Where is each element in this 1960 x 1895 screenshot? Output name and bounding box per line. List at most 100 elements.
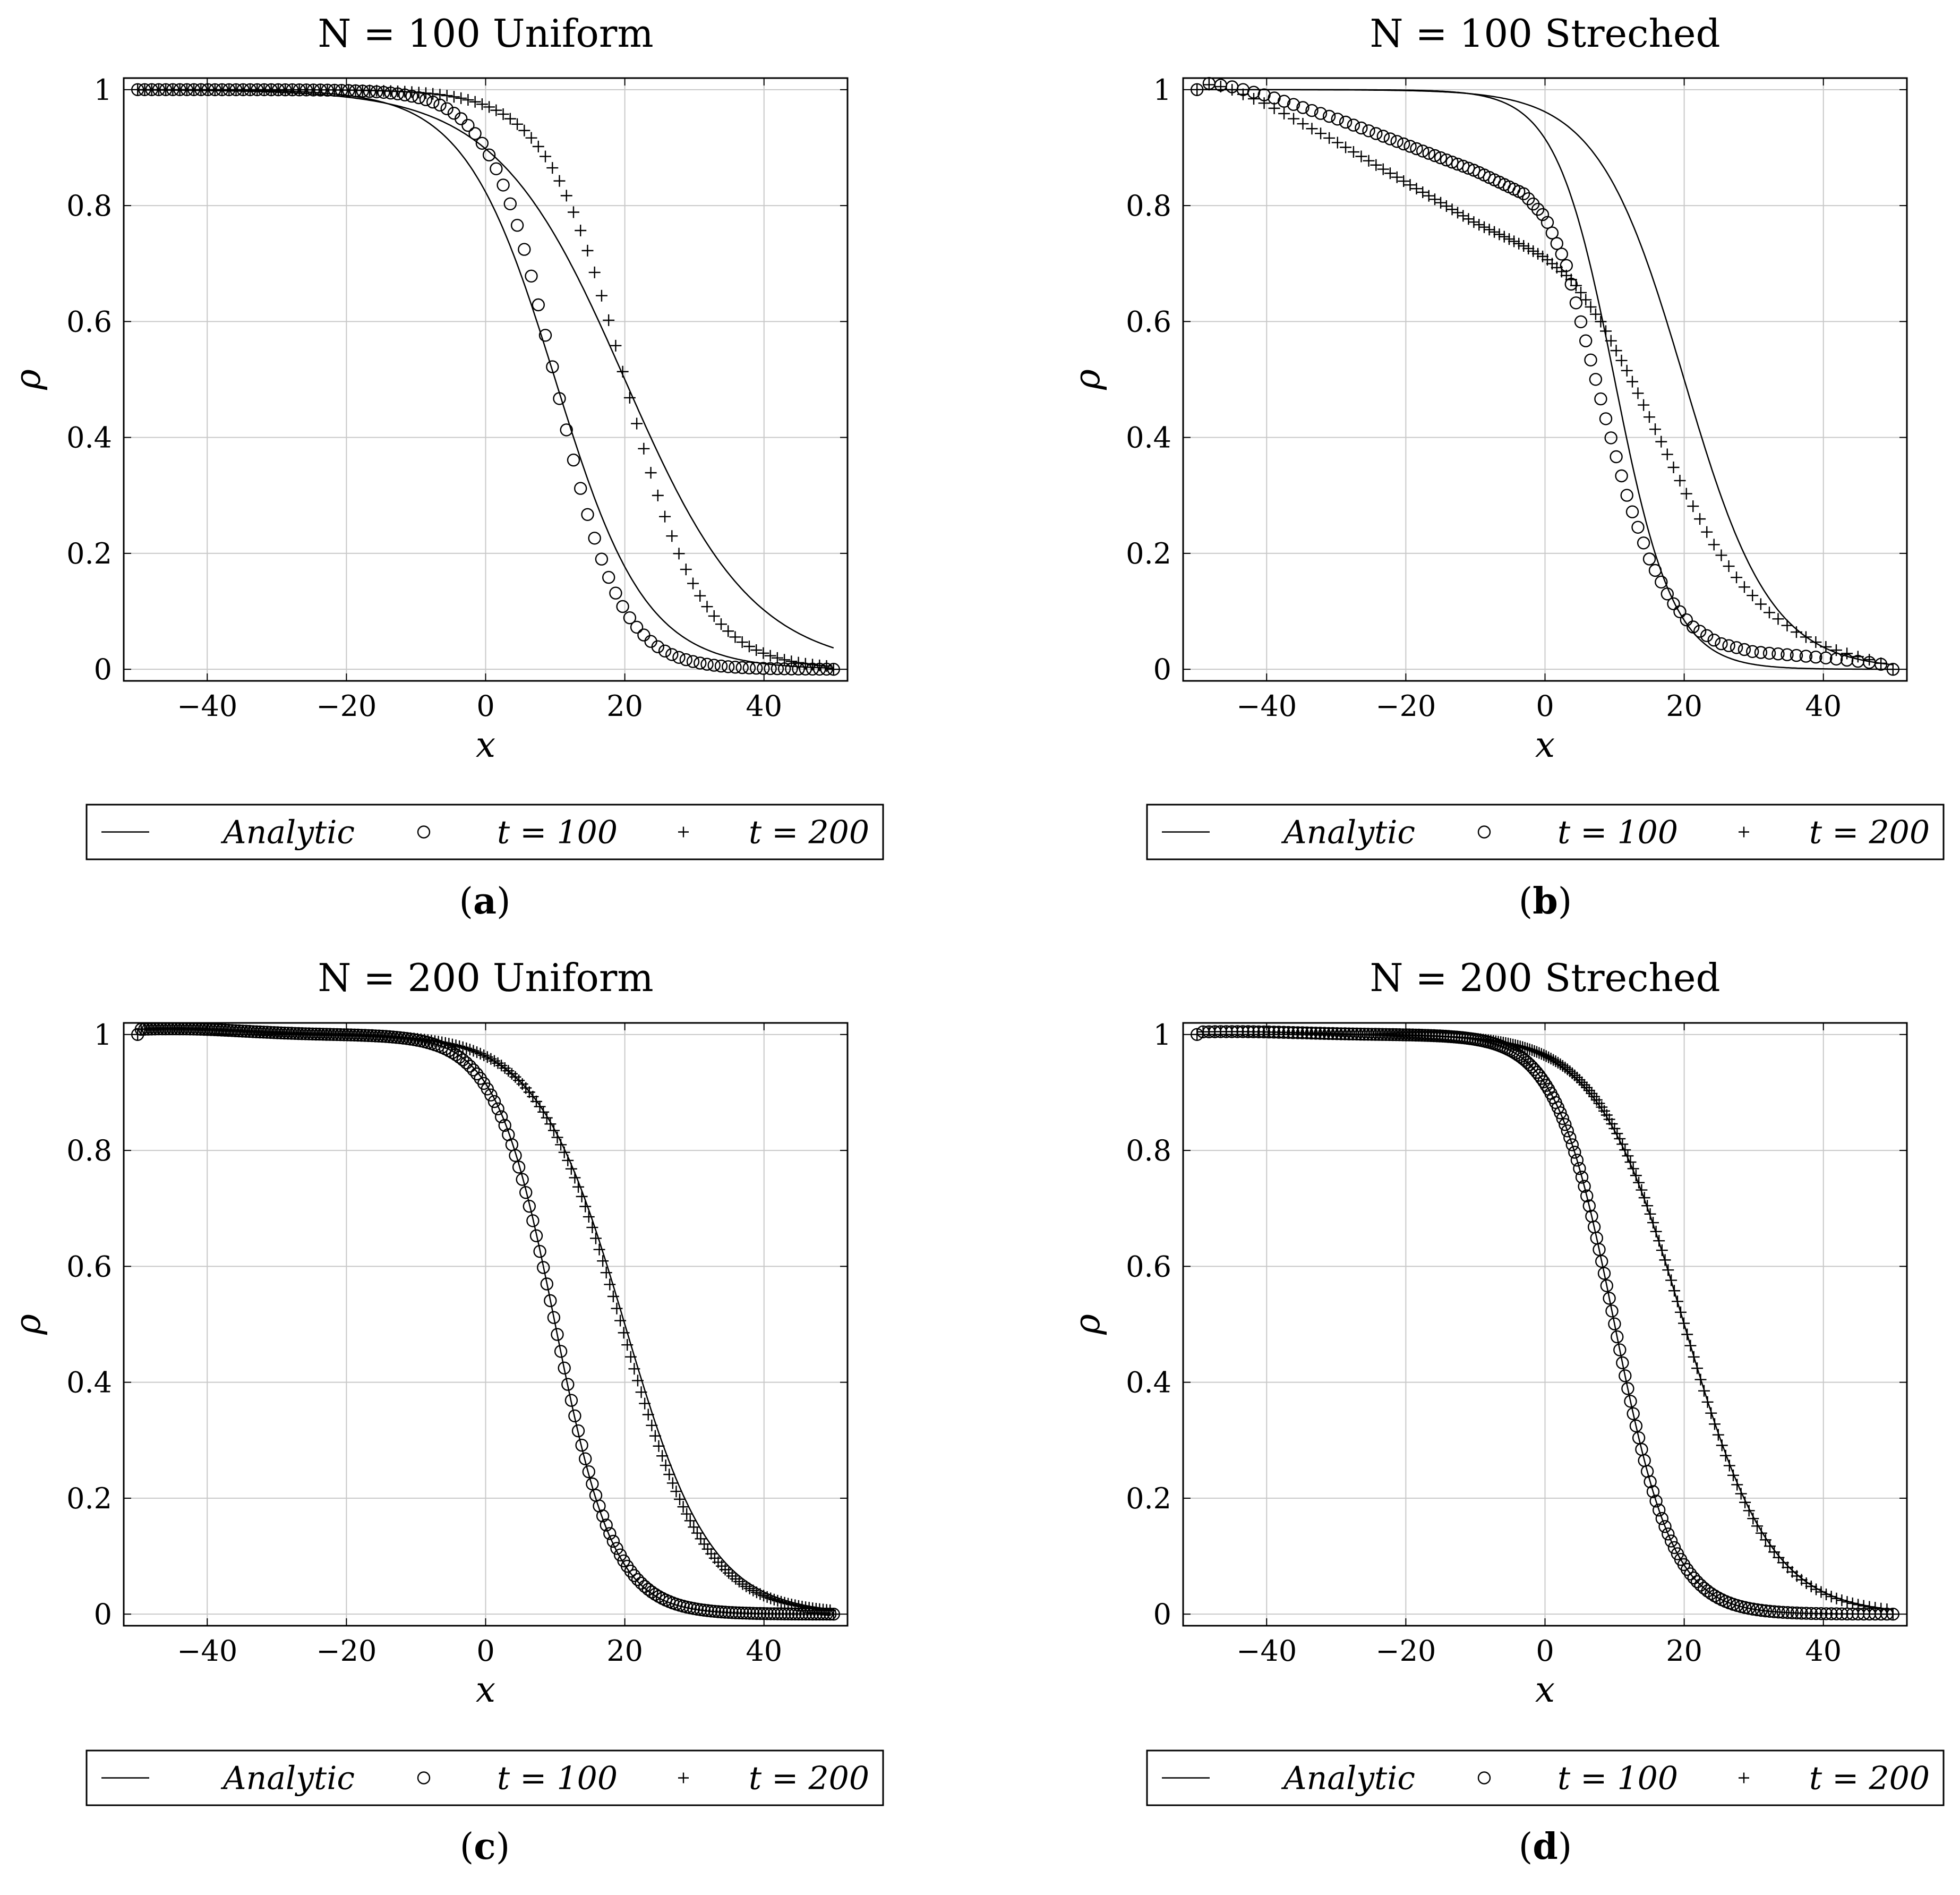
- data-point-circle: [1790, 648, 1803, 662]
- data-point-plus: [1830, 1592, 1843, 1604]
- data-point-plus: [1643, 411, 1655, 423]
- data-point-plus: [1723, 1459, 1735, 1472]
- data-point-plus: [1743, 1505, 1755, 1517]
- data-point-circle: [1620, 489, 1633, 502]
- data-point-plus: [1647, 1217, 1659, 1229]
- data-point-plus: [1600, 325, 1612, 337]
- data-point-plus: [670, 1486, 682, 1498]
- data-point-plus: [595, 289, 607, 302]
- data-point-plus: [532, 140, 544, 152]
- data-point-plus: [814, 659, 826, 671]
- grid-lines: [124, 1023, 848, 1626]
- data-point-circle: [1680, 613, 1693, 627]
- data-point-circle: [624, 1564, 638, 1578]
- data-point-plus: [1644, 1208, 1656, 1220]
- data-point-circle: [718, 1606, 732, 1619]
- legend-box: [85, 1749, 884, 1806]
- x-axis-label: x: [476, 724, 495, 765]
- data-point-plus: [656, 1450, 669, 1462]
- data-point-plus: [1237, 88, 1249, 100]
- data-point-plus: [757, 647, 769, 659]
- chart-title: N = 200 Streched: [1370, 955, 1720, 1000]
- data-point-plus: [1626, 375, 1638, 388]
- data-point-plus: [638, 442, 650, 455]
- data-point-plus: [562, 1154, 574, 1166]
- data-point-plus: [1674, 1306, 1687, 1318]
- data-point-plus: [750, 644, 763, 656]
- data-point-plus: [1248, 93, 1260, 105]
- y-tick-label: 0.4: [66, 421, 112, 455]
- series-t200: [132, 1022, 840, 1620]
- data-point-plus: [1653, 1235, 1665, 1247]
- data-point-plus: [1457, 210, 1469, 222]
- legend-plus-sample: [678, 1772, 689, 1783]
- data-point-circle: [1667, 597, 1680, 611]
- data-point-plus: [1701, 1396, 1714, 1408]
- data-point-plus: [551, 1131, 563, 1143]
- x-tick-label: 0: [1536, 1634, 1554, 1668]
- data-point-plus: [572, 1181, 585, 1193]
- data-point-plus: [1226, 84, 1238, 96]
- x-tick-label: 0: [476, 689, 494, 723]
- data-point-circle: [1520, 1055, 1534, 1069]
- data-point-plus: [579, 1200, 592, 1213]
- data-point-circle: [532, 298, 545, 312]
- data-point-plus: [1694, 1373, 1707, 1386]
- data-point-plus: [631, 1375, 644, 1387]
- legend-label-t100: t = 100: [1557, 814, 1678, 851]
- data-point-plus: [1751, 1520, 1764, 1532]
- data-point-circle: [616, 600, 629, 613]
- data-point-plus: [1545, 1053, 1557, 1065]
- data-point-plus: [1606, 1118, 1618, 1130]
- data-point-circle: [484, 1088, 498, 1102]
- data-point-plus: [673, 548, 685, 560]
- data-point-plus: [546, 162, 559, 174]
- data-point-circle: [1701, 1584, 1714, 1598]
- data-point-circle: [537, 1261, 550, 1274]
- data-point-circle: [749, 661, 763, 675]
- data-point-circle: [1750, 1603, 1764, 1617]
- data-point-circle: [1631, 520, 1645, 534]
- data-point-plus: [1739, 1496, 1751, 1508]
- data-point-plus: [677, 1501, 689, 1513]
- data-point-circle: [1277, 95, 1291, 108]
- data-point-circle: [1700, 629, 1714, 643]
- data-point-plus: [1605, 335, 1617, 347]
- data-point-circle: [526, 1214, 540, 1227]
- data-point-plus: [1810, 636, 1822, 648]
- data-point-plus: [1398, 175, 1410, 187]
- data-point-circle: [498, 1119, 511, 1132]
- data-point-circle: [463, 1060, 477, 1073]
- x-tick-label: −20: [1375, 1634, 1436, 1668]
- data-point-circle: [715, 1605, 729, 1619]
- data-point-plus: [1781, 619, 1793, 631]
- data-point-plus: [1632, 387, 1644, 399]
- data-point-circle: [1376, 130, 1390, 143]
- data-point-circle: [1825, 1607, 1838, 1620]
- data-point-circle: [1785, 1606, 1799, 1619]
- data-point-circle: [651, 640, 665, 653]
- data-point-plus: [684, 1515, 696, 1527]
- data-point-plus: [1636, 1184, 1648, 1196]
- data-point-plus: [553, 175, 566, 187]
- data-point-plus: [1513, 237, 1525, 250]
- x-tick-label: 20: [1666, 1634, 1702, 1668]
- data-point-circle: [1795, 1607, 1808, 1620]
- data-point-circle: [519, 1186, 533, 1199]
- data-point-plus: [1537, 250, 1549, 262]
- data-point-circle: [1742, 1602, 1756, 1615]
- data-point-circle: [1410, 142, 1423, 156]
- data-point-circle: [1539, 1079, 1553, 1092]
- data-point-circle: [602, 570, 615, 584]
- analytic-curve-t200: [1197, 89, 1893, 665]
- data-point-plus: [1755, 1527, 1767, 1539]
- data-point-circle: [1397, 137, 1410, 151]
- data-point-plus: [1576, 1076, 1588, 1088]
- data-point-plus: [1619, 1144, 1631, 1156]
- data-point-circle: [1339, 115, 1353, 129]
- series-t200: [1191, 1026, 1899, 1620]
- data-point-circle: [1687, 620, 1700, 634]
- data-point-circle: [729, 1606, 742, 1619]
- data-point-plus: [1681, 1328, 1693, 1341]
- data-point-plus: [1191, 1028, 1203, 1040]
